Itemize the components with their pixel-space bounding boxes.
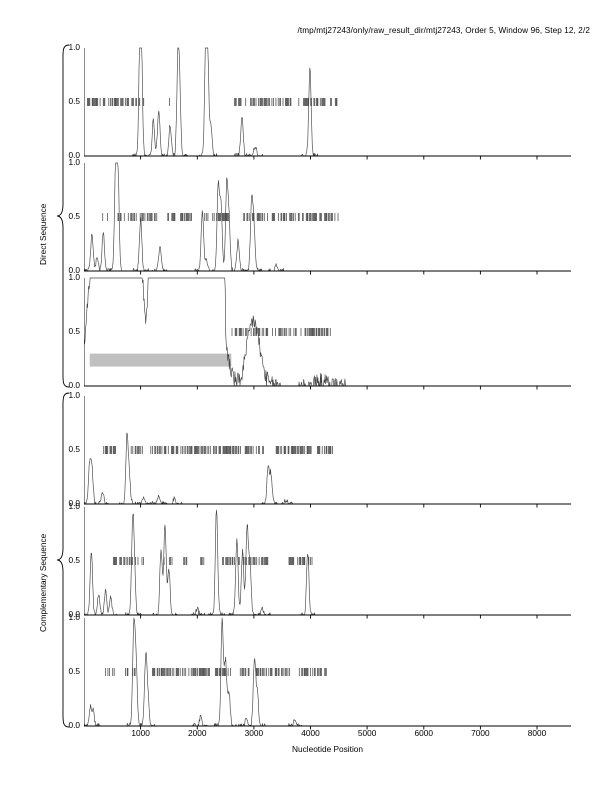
y-axis-tick-label: 1.0 xyxy=(68,42,80,52)
x-axis-tick-label: 6000 xyxy=(414,728,433,738)
x-axis-tick-label: 5000 xyxy=(357,728,377,738)
axis-lines xyxy=(84,278,571,390)
panel-complementary-frame-1: 0.0 0.5 1.0 xyxy=(68,391,571,509)
panel-direct-frame-3: 0.0 0.5 1.0 xyxy=(68,273,571,391)
plot-area xyxy=(84,162,571,275)
y-axis-tick-label: 0.5 xyxy=(68,555,80,565)
y-axis-tick-label: 0.0 xyxy=(68,609,80,619)
marker-row xyxy=(87,98,338,106)
y-axis-tick-label: 1.0 xyxy=(68,272,80,282)
y-axis-tick-label: 0.5 xyxy=(68,96,80,106)
axis-lines xyxy=(84,396,571,508)
panel-complementary-frame-2: 0.0 0.5 1.0 xyxy=(68,502,571,620)
y-axis-tick-label: 0.5 xyxy=(68,326,80,336)
data-trace xyxy=(84,47,571,157)
marker-row xyxy=(103,446,333,454)
y-axis-tick-label: 0.5 xyxy=(68,666,80,676)
panel-direct-frame-2: 0.0 0.5 1.0 xyxy=(68,158,571,276)
group-label-direct-sequence: Direct Sequence xyxy=(38,203,48,265)
plot-area xyxy=(84,507,571,619)
axis-lines xyxy=(84,618,571,730)
marker-row xyxy=(102,213,339,221)
y-axis-tick-label: 0.0 xyxy=(68,150,80,160)
x-axis-tick-label: 4000 xyxy=(301,728,320,738)
highlight-bar xyxy=(89,353,232,367)
marker-row xyxy=(231,328,331,336)
marker-row xyxy=(105,668,327,676)
plot-area xyxy=(84,617,571,730)
axis-lines xyxy=(84,163,571,275)
x-axis-tick-label: 2000 xyxy=(188,728,207,738)
y-axis-tick-label: 0.0 xyxy=(68,265,80,275)
x-axis-tick-label: 8000 xyxy=(527,728,547,738)
y-axis-tick-label: 0.0 xyxy=(68,498,80,508)
x-axis-tick-label: 3000 xyxy=(244,728,264,738)
panel-direct-frame-1: 0.0 0.5 1.0 xyxy=(68,43,571,161)
y-axis-tick-label: 0.5 xyxy=(68,211,80,221)
plot-area xyxy=(84,396,571,508)
axis-lines xyxy=(84,507,571,619)
y-axis-tick-label: 0.5 xyxy=(68,444,80,454)
axis-lines xyxy=(84,48,571,160)
y-axis-tick-label: 1.0 xyxy=(68,157,80,167)
x-axis-tick-labels: 1000 2000 3000 4000 5000 6000 7000 8000 xyxy=(84,728,571,740)
y-axis-tick-label: 1.0 xyxy=(68,501,80,511)
figure-title: /tmp/mtj27243/only/raw_result_dir/mtj272… xyxy=(297,26,590,35)
x-axis-tick-label: 7000 xyxy=(471,728,490,738)
brace-direct-sequence xyxy=(56,44,70,388)
x-axis-tick-label: 1000 xyxy=(131,728,150,738)
brace-complementary-sequence xyxy=(56,392,70,728)
panel-complementary-frame-3: 0.0 0.5 1.0 xyxy=(68,613,571,731)
y-axis-tick-label: 0.0 xyxy=(68,380,80,390)
group-label-complementary-sequence: Complementary Sequence xyxy=(38,533,48,632)
plot-area xyxy=(84,277,571,390)
y-axis-tick-label: 1.0 xyxy=(68,390,80,400)
y-axis-tick-label: 1.0 xyxy=(68,612,80,622)
marker-row xyxy=(112,557,313,565)
y-axis-tick-label: 0.0 xyxy=(68,720,80,730)
plot-area xyxy=(84,47,571,160)
data-trace xyxy=(84,432,571,505)
x-axis-title: Nucleotide Position xyxy=(291,744,364,754)
data-trace xyxy=(84,509,571,616)
